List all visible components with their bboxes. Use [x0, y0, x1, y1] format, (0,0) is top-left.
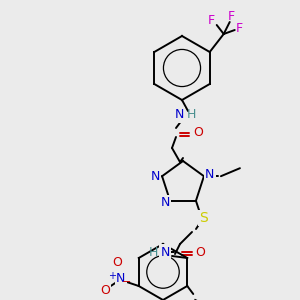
Text: N: N [150, 170, 160, 183]
Text: F: F [236, 22, 243, 34]
Text: H: H [186, 109, 196, 122]
Text: N: N [205, 168, 214, 181]
Text: N: N [174, 109, 184, 122]
Text: +: + [108, 271, 116, 281]
Text: O: O [195, 245, 205, 259]
Text: N: N [160, 245, 170, 259]
Text: F: F [228, 10, 235, 22]
Text: O: O [100, 284, 110, 296]
Text: N: N [116, 272, 125, 284]
Text: O: O [112, 256, 122, 268]
Text: N: N [160, 196, 170, 209]
Text: −: − [122, 277, 131, 287]
Text: H: H [148, 245, 158, 259]
Text: S: S [200, 211, 208, 225]
Text: F: F [208, 14, 215, 26]
Text: O: O [193, 127, 203, 140]
